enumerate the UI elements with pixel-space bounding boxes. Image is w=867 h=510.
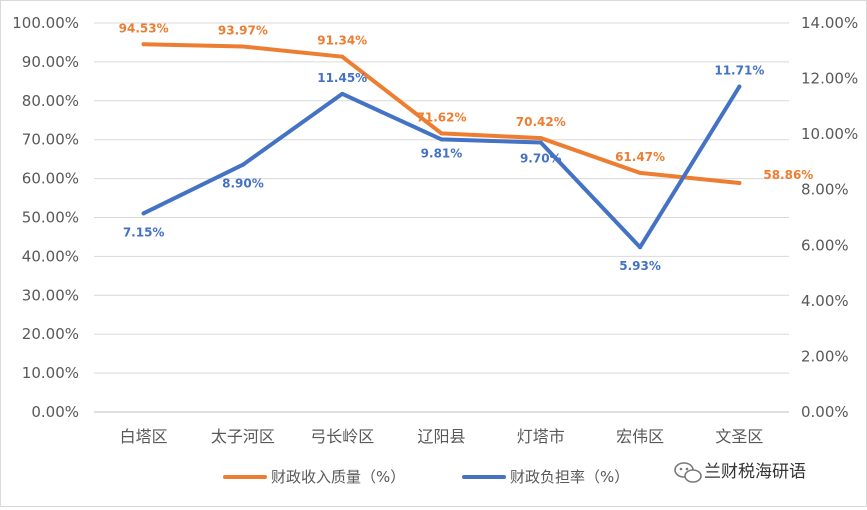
- left-tick-label: 90.00%: [22, 53, 79, 71]
- legend-label: 财政负担率（%）: [510, 468, 629, 486]
- data-point: [737, 84, 742, 89]
- data-label: 94.53%: [119, 21, 169, 35]
- category-axis: 白塔区 太子河区 弓长岭区 辽阳县 灯塔市 宏伟区 文圣区: [120, 427, 764, 446]
- data-point: [340, 91, 345, 96]
- data-point: [439, 137, 444, 142]
- category-label: 白塔区: [120, 427, 168, 446]
- data-point: [141, 211, 146, 216]
- data-label: 9.70%: [520, 151, 562, 165]
- data-point: [638, 170, 643, 175]
- data-label: 5.93%: [619, 259, 661, 273]
- data-label: 9.81%: [421, 146, 463, 160]
- category-label: 弓长岭区: [310, 427, 374, 446]
- right-tick-label: 2.00%: [801, 347, 849, 365]
- left-tick-label: 60.00%: [22, 170, 79, 188]
- left-tick-label: 20.00%: [22, 325, 79, 343]
- right-tick-label: 10.00%: [801, 125, 858, 143]
- data-label: 61.47%: [615, 150, 665, 164]
- left-tick-label: 10.00%: [22, 364, 79, 382]
- left-tick-label: 70.00%: [22, 131, 79, 149]
- data-label: 91.34%: [317, 34, 367, 48]
- left-tick-label: 100.00%: [12, 14, 79, 32]
- data-point: [737, 181, 742, 186]
- right-tick-label: 6.00%: [801, 236, 849, 254]
- data-point: [439, 131, 444, 136]
- left-tick-label: 30.00%: [22, 286, 79, 304]
- data-point: [638, 245, 643, 250]
- data-label: 93.97%: [218, 23, 268, 37]
- watermark-text: 兰财税海研语: [704, 462, 806, 482]
- data-point: [340, 54, 345, 59]
- series-lines: [141, 42, 742, 250]
- category-label: 太子河区: [211, 427, 275, 446]
- right-axis-ticks: 0.00% 2.00% 4.00% 6.00% 8.00% 10.00% 12.00% 14.…: [801, 14, 858, 421]
- legend-label: 财政收入质量（%）: [271, 468, 405, 486]
- data-point: [240, 44, 245, 49]
- data-label: 58.86%: [763, 168, 813, 182]
- data-point: [141, 42, 146, 47]
- data-label: 70.42%: [516, 115, 566, 129]
- right-tick-label: 8.00%: [801, 181, 849, 199]
- category-label: 文圣区: [715, 427, 763, 446]
- right-tick-label: 12.00%: [801, 70, 858, 88]
- category-label: 灯塔市: [517, 427, 565, 446]
- left-tick-label: 40.00%: [22, 247, 79, 265]
- data-label: 11.71%: [714, 64, 764, 78]
- right-tick-label: 0.00%: [801, 403, 849, 421]
- gridlines: [94, 22, 789, 413]
- watermark: 兰财税海研语: [674, 462, 806, 483]
- right-tick-label: 4.00%: [801, 292, 849, 310]
- data-label: 71.62%: [417, 110, 467, 124]
- data-point: [538, 136, 543, 141]
- legend: 财政收入质量（%） 财政负担率（%）: [223, 468, 629, 486]
- data-point: [538, 140, 543, 145]
- category-label: 宏伟区: [616, 427, 664, 446]
- category-label: 辽阳县: [417, 427, 465, 446]
- left-tick-label: 50.00%: [22, 209, 79, 227]
- data-label: 8.90%: [222, 177, 264, 191]
- data-label: 11.45%: [317, 71, 367, 85]
- right-tick-label: 14.00%: [801, 14, 858, 32]
- left-tick-label: 0.00%: [31, 403, 79, 421]
- data-point: [240, 162, 245, 167]
- left-tick-label: 80.00%: [22, 92, 79, 110]
- data-labels: 94.53% 93.97% 91.34% 71.62% 70.42% 61.47% 58.8…: [119, 21, 814, 273]
- left-axis-ticks: 0.00% 10.00% 20.00% 30.00% 40.00% 50.00% 60.00…: [12, 14, 79, 421]
- data-label: 7.15%: [123, 225, 165, 239]
- wechat-icon: [674, 462, 702, 483]
